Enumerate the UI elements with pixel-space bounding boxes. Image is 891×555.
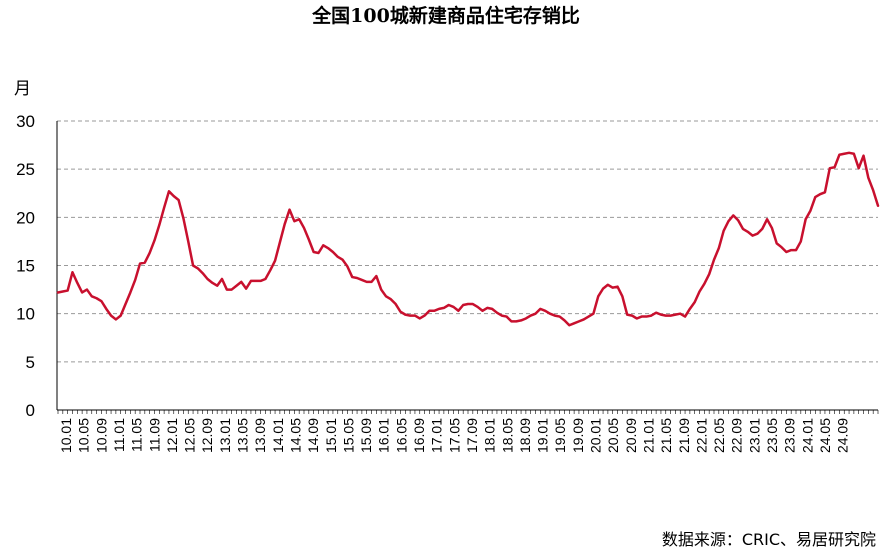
x-tick-label: 19.09 — [570, 418, 586, 453]
x-tick-label: 23.09 — [782, 418, 798, 453]
x-tick-label: 19.05 — [552, 418, 568, 453]
y-axis-unit: 月 — [14, 79, 31, 99]
x-tick-label: 16.09 — [411, 418, 427, 453]
chart-title: 全国100城新建商品住宅存销比 — [311, 4, 580, 27]
y-tick-label: 5 — [26, 353, 35, 372]
y-tick-label: 30 — [16, 112, 35, 131]
x-tick-label: 14.05 — [287, 418, 303, 453]
x-tick-label: 12.05 — [182, 418, 198, 453]
x-tick-label: 15.05 — [340, 418, 356, 453]
x-tick-label: 14.09 — [305, 418, 321, 453]
x-tick-label: 12.09 — [199, 418, 215, 453]
x-tick-label: 13.01 — [217, 418, 233, 453]
x-tick-label: 17.09 — [464, 418, 480, 453]
y-tick-label: 10 — [16, 305, 35, 324]
x-tick-label: 13.05 — [235, 418, 251, 453]
x-tick-label: 11.09 — [146, 418, 162, 452]
x-tick-label: 21.09 — [676, 418, 692, 453]
x-tick-label: 22.09 — [729, 418, 745, 453]
x-tick-label: 18.01 — [482, 418, 498, 453]
x-tick-label: 13.09 — [252, 418, 268, 453]
x-tick-label: 18.09 — [517, 418, 533, 453]
x-tick-label: 10.09 — [93, 418, 109, 453]
x-tick-label: 23.01 — [746, 418, 762, 453]
x-tick-label: 14.01 — [270, 418, 286, 453]
x-tick-label: 24.05 — [817, 418, 833, 453]
x-tick-label: 24.01 — [799, 418, 815, 453]
x-tick-label: 16.05 — [393, 418, 409, 453]
x-tick-label: 10.01 — [58, 418, 74, 453]
y-axis-ticks: 0 5 10 15 20 25 30 — [16, 112, 35, 420]
x-tick-label: 11.05 — [129, 418, 145, 452]
x-tick-label: 17.05 — [446, 418, 462, 453]
x-tick-label: 17.01 — [429, 418, 445, 453]
series-line — [56, 151, 880, 327]
x-tick-label: 15.01 — [323, 418, 339, 453]
x-axis-ticks: 10.01 10.05 10.09 11.01 11.05 11.09 12.01 12.05… — [57, 410, 879, 453]
x-tick-label: 22.01 — [693, 418, 709, 453]
x-tick-label: 18.05 — [499, 418, 515, 453]
y-tick-label: 25 — [16, 160, 35, 179]
y-tick-label: 20 — [16, 208, 35, 227]
x-tick-label: 24.09 — [835, 418, 851, 453]
x-tick-label: 20.09 — [623, 418, 639, 453]
y-tick-label: 15 — [16, 257, 35, 276]
x-tick-label: 15.09 — [358, 418, 374, 453]
source-note: 数据来源：CRIC、易居研究院 — [662, 530, 876, 549]
x-tick-label: 21.05 — [658, 418, 674, 453]
x-tick-label: 23.05 — [764, 418, 780, 453]
x-tick-label: 16.01 — [376, 418, 392, 453]
y-tick-label: 0 — [26, 401, 35, 420]
x-tick-label: 10.05 — [76, 418, 92, 453]
gridlines — [57, 120, 878, 363]
x-tick-label: 11.01 — [111, 418, 127, 452]
x-tick-label: 19.01 — [535, 418, 551, 453]
x-tick-label: 12.01 — [164, 418, 180, 453]
x-tick-label: 20.01 — [588, 418, 604, 453]
x-tick-label: 21.01 — [640, 418, 656, 453]
x-tick-label: 22.05 — [711, 418, 727, 453]
x-tick-label: 20.05 — [605, 418, 621, 453]
